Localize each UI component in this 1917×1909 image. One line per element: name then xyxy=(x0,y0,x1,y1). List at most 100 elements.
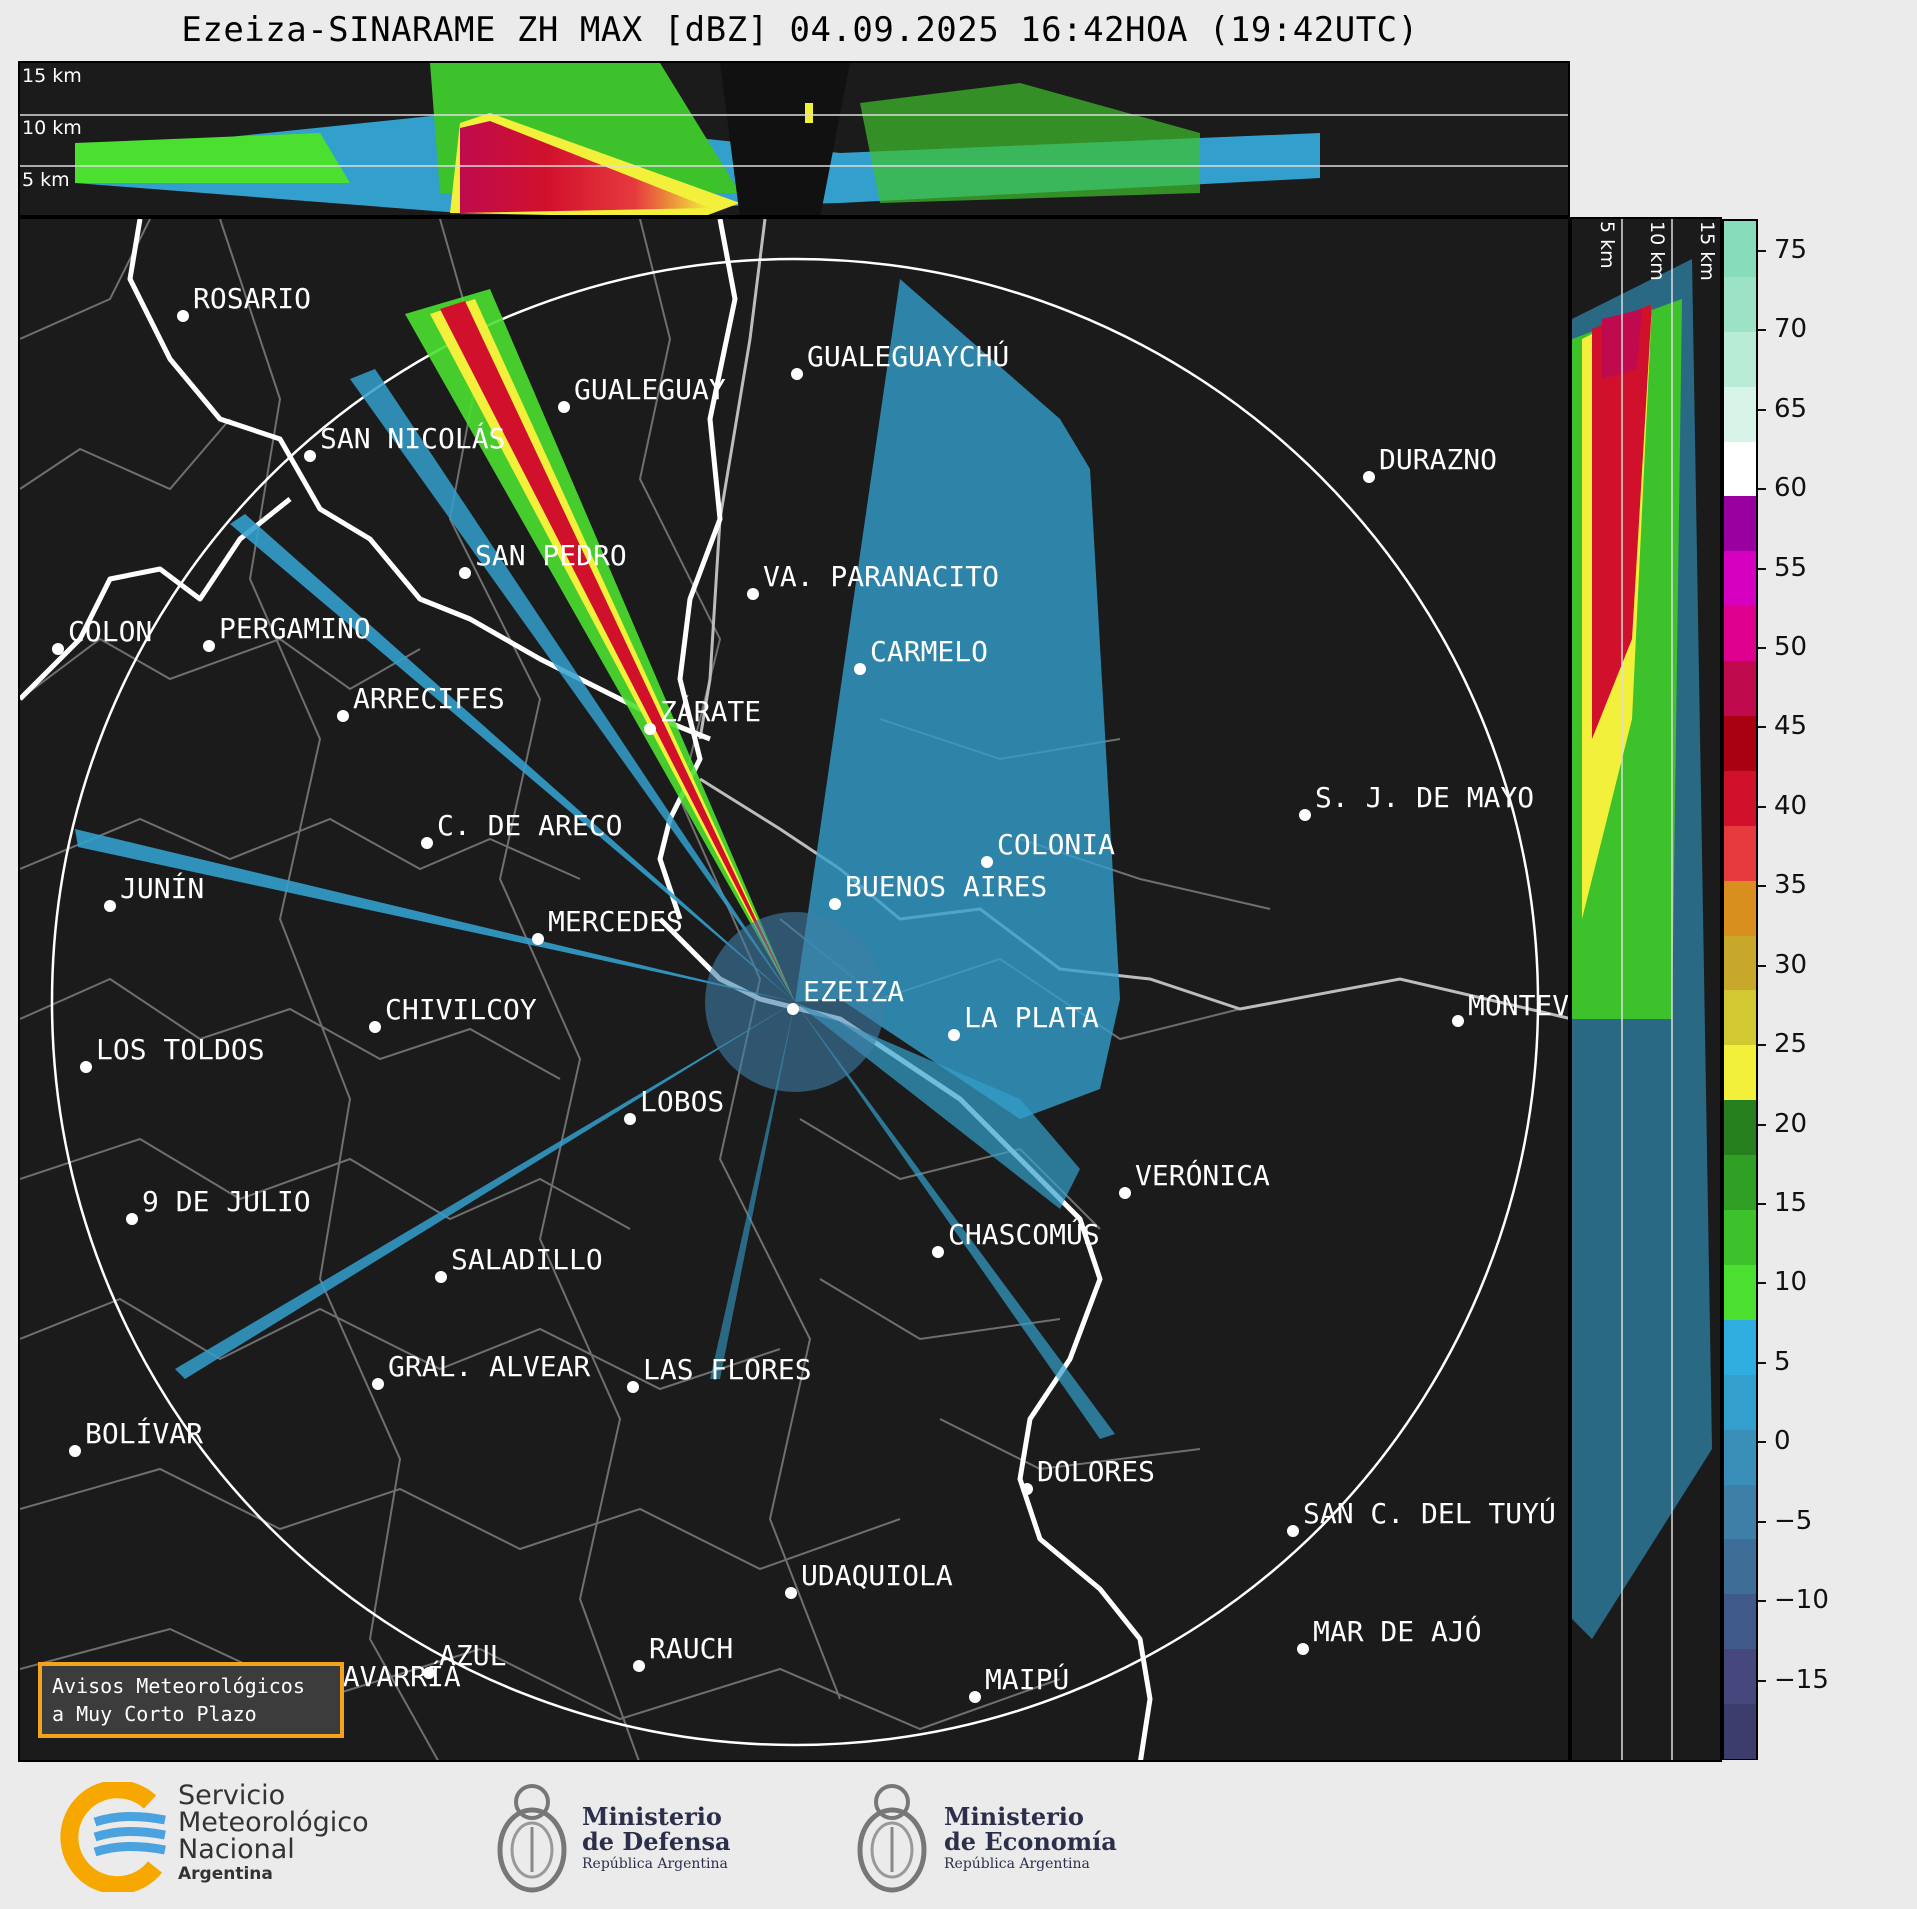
colorbar-step xyxy=(1724,715,1756,771)
colorbar-step xyxy=(1724,495,1756,552)
city-dot xyxy=(52,643,64,655)
city-label: AZUL xyxy=(439,1639,506,1672)
colorbar-tick-label: 35 xyxy=(1774,870,1808,901)
city-dot xyxy=(644,723,656,735)
city-dot xyxy=(1021,1483,1033,1495)
colorbar-tick-label: −10 xyxy=(1774,1585,1829,1616)
city-dot xyxy=(532,933,544,945)
city-dot xyxy=(829,898,841,910)
city-dot xyxy=(126,1213,138,1225)
colorbar-tick-label: 65 xyxy=(1774,393,1808,424)
city-label: EZEIZA xyxy=(803,975,904,1008)
city-label: COLONIA xyxy=(997,828,1115,861)
colorbar-tick-mark xyxy=(1758,646,1766,649)
city-label: JUNÍN xyxy=(120,871,204,905)
city-label: LA PLATA xyxy=(964,1001,1099,1034)
city-label: 9 DE JULIO xyxy=(142,1185,311,1218)
top-label-15km: 15 km xyxy=(22,65,82,87)
colorbar-step xyxy=(1724,1483,1756,1540)
colorbar-tick-label: 30 xyxy=(1774,949,1808,980)
city-dot xyxy=(203,640,215,652)
city-label: CHIVILCOY xyxy=(385,993,537,1026)
city-dot xyxy=(854,663,866,675)
colorbar-tick-mark xyxy=(1758,1361,1766,1364)
city-label: GUALEGUAY xyxy=(574,373,726,406)
city-dot xyxy=(981,856,993,868)
colorbar-tick-mark xyxy=(1758,408,1766,411)
city-dot xyxy=(80,1061,92,1073)
city-label: SAN PEDRO xyxy=(475,539,627,572)
city-label: MAR DE AJÓ xyxy=(1313,1614,1482,1648)
city-dot xyxy=(177,310,189,322)
city-label: BUENOS AIRES xyxy=(845,870,1047,903)
city-dot xyxy=(104,900,116,912)
city-dot xyxy=(69,1445,81,1457)
economia-seal-icon xyxy=(857,1784,927,1893)
defensa-seal-icon xyxy=(497,1784,567,1893)
top-height-profile: 15 km 10 km 5 km xyxy=(18,61,1570,217)
colorbar-step xyxy=(1724,769,1756,826)
city-dot xyxy=(337,710,349,722)
city-label: SALADILLO xyxy=(451,1243,603,1276)
city-label: C. DE ARECO xyxy=(437,809,622,842)
defensa-logo-text: Ministerio de Defensa República Argentin… xyxy=(582,1802,731,1872)
city-label: ARRECIFES xyxy=(353,682,505,715)
colorbar-tick-mark xyxy=(1758,726,1766,729)
colorbar-tick-mark xyxy=(1758,1123,1766,1126)
colorbar-tick-mark xyxy=(1758,1600,1766,1603)
colorbar-tick-mark xyxy=(1758,805,1766,808)
top-label-5km: 5 km xyxy=(22,169,70,191)
colorbar-tick-label: −5 xyxy=(1774,1505,1813,1536)
colorbar-tick-mark xyxy=(1758,329,1766,332)
city-label: LOS TOLDOS xyxy=(96,1033,265,1066)
city-dot xyxy=(369,1021,381,1033)
city-dot xyxy=(1297,1643,1309,1655)
city-dot xyxy=(787,1003,799,1015)
city-dot xyxy=(747,588,759,600)
city-label: CARMELO xyxy=(870,635,988,668)
colorbar-tick-mark xyxy=(1758,1202,1766,1205)
colorbar-tick-mark xyxy=(1758,567,1766,570)
city-label: SAN NICOLÁS xyxy=(320,421,505,455)
colorbar xyxy=(1722,219,1758,1760)
smn-logo-icon xyxy=(60,1782,166,1892)
colorbar-step xyxy=(1724,1154,1756,1211)
city-label: MAIPÚ xyxy=(985,1662,1069,1696)
colorbar-tick-label: −15 xyxy=(1774,1664,1829,1695)
colorbar-tick-mark xyxy=(1758,885,1766,888)
colorbar-step xyxy=(1724,275,1756,332)
side-label-5km: 5 km xyxy=(1596,221,1618,269)
city-dot xyxy=(785,1587,797,1599)
city-dot xyxy=(435,1271,447,1283)
city-label: BOLÍVAR xyxy=(85,1416,203,1450)
city-label: S. J. DE MAYO xyxy=(1315,781,1534,814)
city-label: MERCEDES xyxy=(548,905,683,938)
city-label: RAUCH xyxy=(649,1632,733,1665)
city-dot xyxy=(304,450,316,462)
city-dot xyxy=(1363,471,1375,483)
colorbar-tick-mark xyxy=(1758,964,1766,967)
colorbar-step xyxy=(1724,1099,1756,1156)
colorbar-step xyxy=(1724,824,1756,881)
city-dot xyxy=(421,837,433,849)
top-echo-gap xyxy=(720,63,850,215)
radar-map-svg: ROSARIO GUALEGUAYCHÚ GUALEGUAY SAN NICOLÁS D… xyxy=(20,219,1570,1760)
city-label: GUALEGUAYCHÚ xyxy=(807,339,1009,373)
top-echo-yellow-spot xyxy=(805,103,813,123)
city-dot xyxy=(948,1029,960,1041)
colorbar-tick-label: 75 xyxy=(1774,234,1808,265)
city-label: GRAL. ALVEAR xyxy=(388,1350,590,1383)
colorbar-tick-label: 55 xyxy=(1774,552,1808,583)
colorbar-tick-label: 20 xyxy=(1774,1108,1808,1139)
city-dot xyxy=(932,1246,944,1258)
colorbar-tick-mark xyxy=(1758,1044,1766,1047)
city-label: MONTEVIDEO xyxy=(1468,989,1570,1022)
colorbar-step xyxy=(1724,989,1756,1046)
colorbar-step xyxy=(1724,440,1756,497)
city-dot xyxy=(558,401,570,413)
city-label: ZÁRATE xyxy=(660,694,761,728)
top-label-10km: 10 km xyxy=(22,117,82,139)
notice-line-1: Avisos Meteorológicos xyxy=(52,1674,305,1698)
notice-line-2: a Muy Corto Plazo xyxy=(52,1702,257,1726)
colorbar-tick-label: 40 xyxy=(1774,790,1808,821)
